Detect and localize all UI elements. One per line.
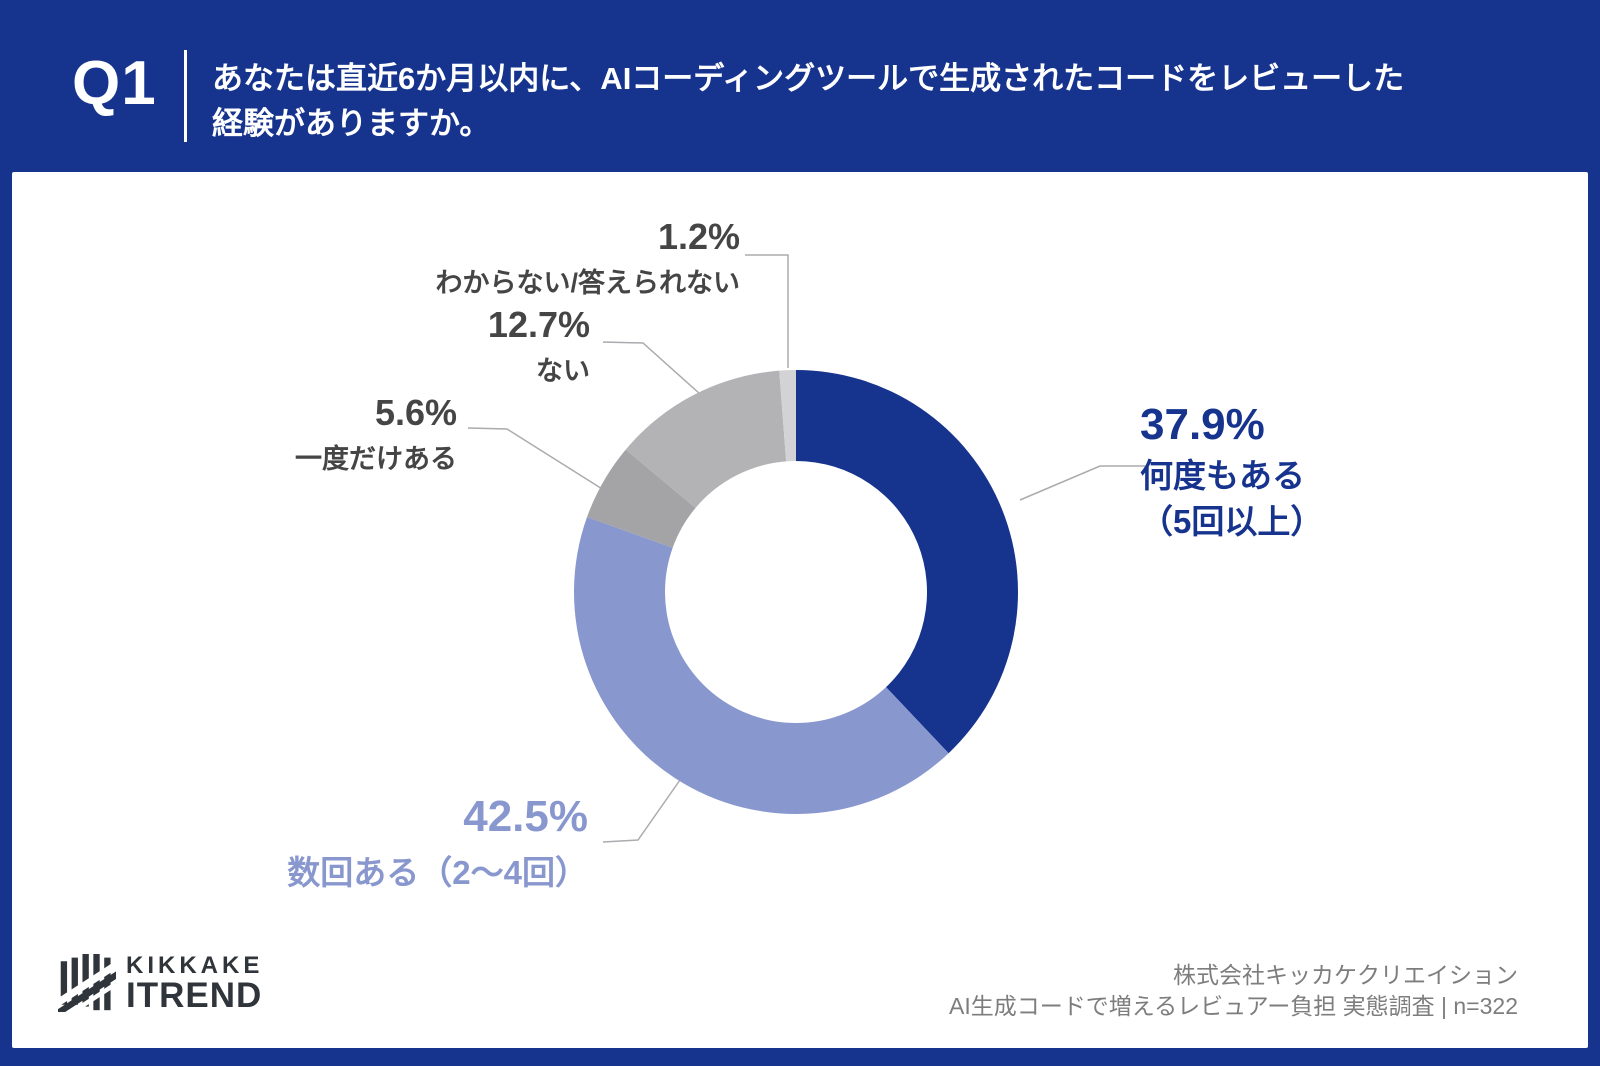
donut-segment-5: [779, 370, 796, 462]
callout-seg2-label: 数回ある（2～4回）: [287, 854, 588, 891]
leader-line-seg3: [467, 427, 608, 493]
kikkake-itrend-logo: KIKKAKE ITREND: [58, 952, 264, 1015]
donut-segment-1: [796, 370, 1019, 754]
source-note: 株式会社キッカケクリエイション AI生成コードで増えるレビュアー負担 実態調査 …: [949, 960, 1518, 1022]
callout-seg5-value: 1.2%: [657, 216, 740, 257]
donut-segment-3: [587, 449, 696, 548]
callout-seg4: 12.7% ない: [290, 304, 590, 388]
source-survey: AI生成コードで増えるレビュアー負担 実態調査 | n=322: [949, 993, 1518, 1019]
callout-seg3-value: 5.6%: [374, 392, 457, 433]
callout-seg1: 37.9% 何度もある （5回以上）: [1140, 400, 1323, 542]
donut-segment-4: [625, 370, 787, 508]
leader-line-seg4: [602, 341, 701, 395]
chart-card: 37.9% 何度もある （5回以上） 42.5% 数回ある（2～4回） 5.6%…: [12, 172, 1588, 1048]
callout-seg3-label: 一度だけある: [295, 444, 457, 474]
callout-seg4-label: ない: [536, 356, 590, 386]
header-divider: [184, 50, 187, 142]
question-text-line2: 経験がありますか。: [212, 106, 491, 141]
leader-line-seg2: [602, 779, 681, 843]
callout-seg1-label-line1: 何度もある: [1140, 457, 1305, 494]
logo-wordmark: KIKKAKE ITREND: [126, 952, 264, 1015]
callout-seg1-label-line2: （5回以上）: [1140, 503, 1324, 540]
question-header: Q1 あなたは直近6か月以内に、AIコーディングツールで生成されたコードをレビュ…: [0, 0, 1600, 172]
callout-seg2-value: 42.5%: [463, 792, 588, 841]
source-company: 株式会社キッカケクリエイション: [1173, 962, 1518, 988]
question-text: あなたは直近6か月以内に、AIコーディングツールで生成されたコードをレビューした…: [212, 56, 1542, 146]
donut-chart: [467, 254, 1145, 843]
callout-seg5-label: わからない/答えられない: [435, 268, 740, 298]
callout-seg2: 42.5% 数回ある（2～4回）: [192, 792, 588, 894]
logo-wordmark-line2: ITREND: [126, 976, 263, 1015]
leader-line-seg1: [1019, 465, 1145, 501]
callout-seg1-value: 37.9%: [1140, 400, 1265, 449]
question-number: Q1: [72, 49, 157, 118]
donut-segments: [573, 370, 1019, 815]
callout-seg3: 5.6% 一度だけある: [157, 392, 457, 476]
callout-seg5: 1.2% わからない/答えられない: [322, 216, 740, 300]
leader-line-seg5: [745, 254, 789, 368]
callout-seg4-value: 12.7%: [487, 304, 590, 345]
logo-bars-icon: [58, 953, 116, 1012]
logo-wordmark-line1: KIKKAKE: [126, 952, 264, 979]
donut-segment-2: [573, 517, 949, 815]
question-text-line1: あなたは直近6か月以内に、AIコーディングツールで生成されたコードをレビューした: [212, 61, 1405, 96]
